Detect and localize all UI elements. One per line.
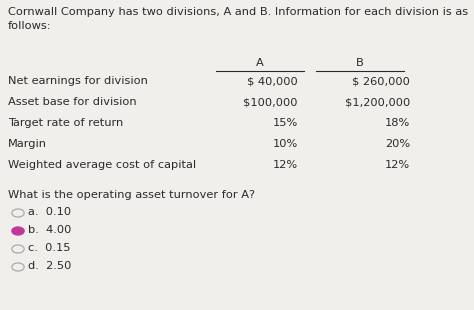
Text: 12%: 12% (385, 160, 410, 170)
Text: 18%: 18% (385, 118, 410, 128)
Text: $ 260,000: $ 260,000 (352, 76, 410, 86)
Text: Target rate of return: Target rate of return (8, 118, 123, 128)
Text: Net earnings for division: Net earnings for division (8, 76, 148, 86)
Text: $1,200,000: $1,200,000 (345, 97, 410, 107)
Text: Margin: Margin (8, 139, 47, 149)
Text: 10%: 10% (273, 139, 298, 149)
Circle shape (12, 227, 24, 235)
Text: A: A (256, 58, 264, 68)
Text: $100,000: $100,000 (244, 97, 298, 107)
Text: Weighted average cost of capital: Weighted average cost of capital (8, 160, 196, 170)
Text: $ 40,000: $ 40,000 (247, 76, 298, 86)
Text: d.  2.50: d. 2.50 (28, 261, 72, 271)
Text: Cornwall Company has two divisions, A and B. Information for each division is as: Cornwall Company has two divisions, A an… (8, 7, 468, 17)
Text: Asset base for division: Asset base for division (8, 97, 137, 107)
Text: B: B (356, 58, 364, 68)
Text: What is the operating asset turnover for A?: What is the operating asset turnover for… (8, 190, 255, 200)
Text: 15%: 15% (273, 118, 298, 128)
Text: 12%: 12% (273, 160, 298, 170)
Text: follows:: follows: (8, 21, 52, 31)
Text: 20%: 20% (385, 139, 410, 149)
Text: b.  4.00: b. 4.00 (28, 225, 72, 235)
Text: a.  0.10: a. 0.10 (28, 207, 71, 217)
Text: c.  0.15: c. 0.15 (28, 243, 71, 253)
